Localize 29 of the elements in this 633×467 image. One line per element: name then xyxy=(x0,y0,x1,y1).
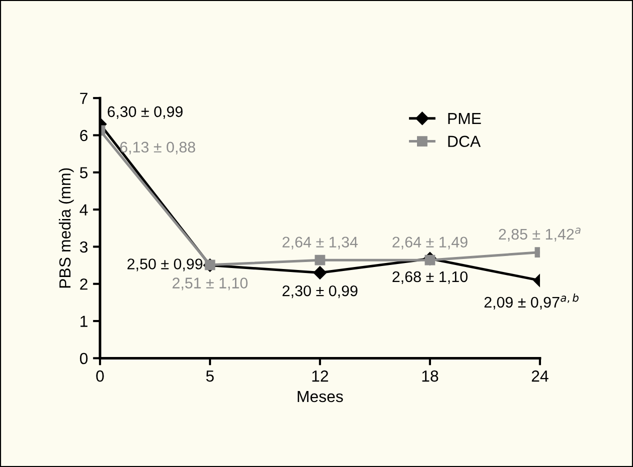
point xyxy=(424,254,436,266)
y-tick-label: 6 xyxy=(80,130,88,142)
point xyxy=(314,254,326,266)
y-tick-label: 3 xyxy=(80,241,88,253)
y-tick-label: 1 xyxy=(80,316,88,327)
y-tick-label: 2 xyxy=(80,278,88,290)
data-label: 2,68 ± 1,10 xyxy=(392,271,468,284)
x-tick-label: 0 xyxy=(96,370,104,382)
data-label: 2,50 ± 0,99 xyxy=(127,258,202,272)
y-tick-label: 0 xyxy=(80,352,88,364)
y-tick-label: 5 xyxy=(80,167,88,178)
data-label: 6,30 ± 0,99 xyxy=(108,106,183,119)
y-tick-label: 7 xyxy=(80,92,88,104)
data-label: 2,64 ± 1,34 xyxy=(282,236,358,250)
y-axis-title: PBS media (mm) xyxy=(58,168,74,288)
x-tick-label: 5 xyxy=(206,370,214,382)
data-label: 2,64 ± 1,49 xyxy=(392,236,468,250)
y-tick-label: 4 xyxy=(80,204,88,216)
data-label: 2,30 ± 0,99 xyxy=(282,285,358,298)
legend-label: PME xyxy=(448,113,481,124)
x-axis-title: Meses xyxy=(298,391,343,402)
data-label: 2,09 ± 0,97$^{a,b}$ xyxy=(484,294,579,310)
data-label: 2,85 ± 1,42$^{a}$ xyxy=(498,228,581,242)
x-tick-label: 12 xyxy=(312,370,328,382)
data-label: 6,13 ± 0,88 xyxy=(120,142,196,154)
data-label: 2,51 ± 1,10 xyxy=(172,278,248,290)
x-tick-label: 18 xyxy=(422,370,438,382)
x-tick-label: 24 xyxy=(532,370,548,382)
legend-label: DCA xyxy=(448,136,481,148)
